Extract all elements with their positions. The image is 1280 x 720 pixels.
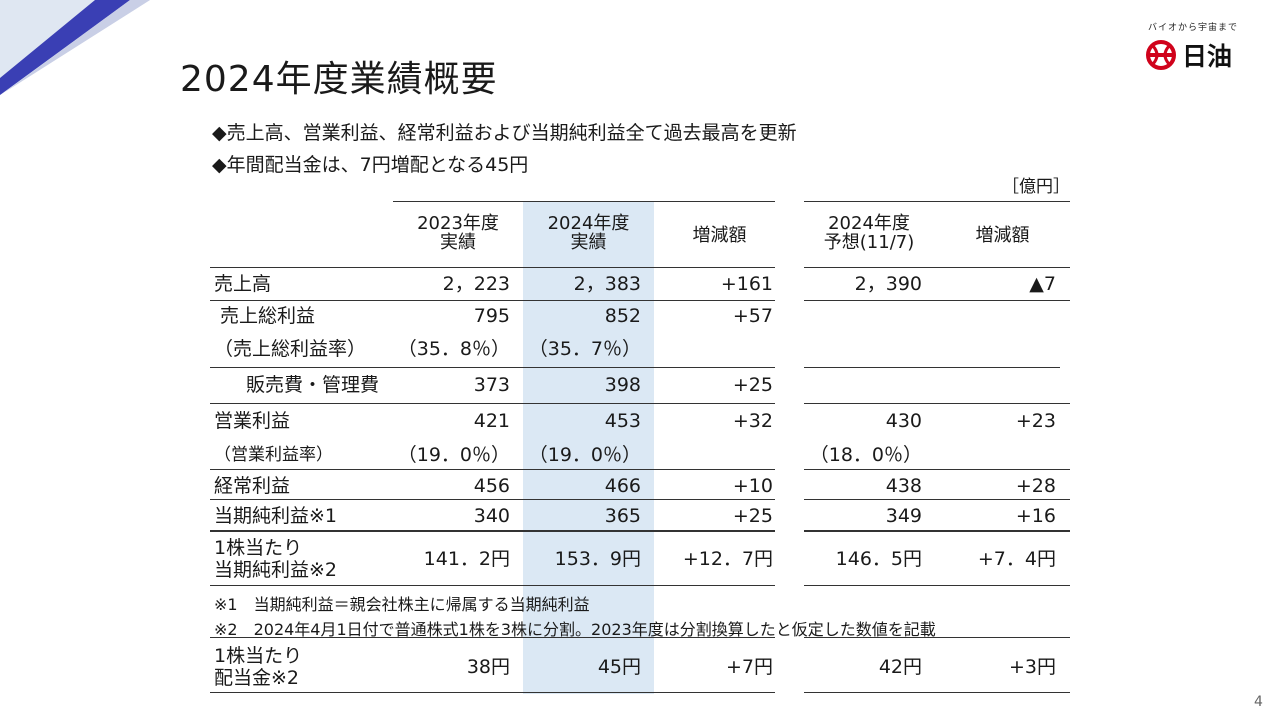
row-label: 営業利益 [214,410,291,432]
company-logo: バイオから宇宙まで 日油 [1144,20,1254,73]
header-forecast: 2024年度 予想(11/7) [823,213,915,253]
cell-forecast-diff: +7．4円 [977,548,1056,570]
row-rule-forecast [804,367,1060,368]
cell-diff: +10 [732,475,773,497]
cell-2023: 340 [473,505,510,527]
row-rule [210,403,775,404]
cell-forecast-diff: ▲7 [1029,273,1056,295]
table-top-rule-forecast [804,201,1070,202]
header-change: 増減額 [692,225,747,246]
row-rule [210,300,775,301]
page-title: 2024年度業績概要 [180,59,498,101]
row-rule-forecast [804,469,1070,470]
logo-name: 日油 [1182,42,1233,71]
bullet-dividend: ◆年間配当金は、7円増配となる45円 [212,154,529,176]
row-rule [210,469,775,470]
cell-diff: +25 [732,505,773,527]
cell-2023: 38円 [466,656,510,678]
row-label: 経常利益 [214,475,291,497]
row-rule-forecast [804,585,1070,586]
logo-tagline: バイオから宇宙まで [1148,23,1239,33]
cell-2023: 421 [473,410,510,432]
unit-label: ［億円］ [1002,177,1070,197]
cell-forecast-diff: +16 [1015,505,1056,527]
header-fy2024: 2024年度 実績 [547,213,630,253]
footnote-1: ※1 当期純利益＝親会社株主に帰属する当期純利益 [214,595,590,614]
cell-2023: 141．2円 [423,548,510,570]
cell-2024: 453 [604,410,641,432]
footnote-2: ※2 2024年4月1日付で普通株式1株を3株に分割。2023年度は分割換算した… [214,620,936,639]
cell-2023: 456 [473,475,510,497]
cell-diff: +25 [732,374,773,396]
cell-forecast-diff: +28 [1015,475,1056,497]
header-fy2023: 2023年度 実績 [417,213,499,253]
cell-2024: 398 [604,374,641,396]
cell-diff: +57 [732,305,773,327]
fy2024-column-highlight [523,202,654,694]
cell-forecast-diff: +3円 [1008,656,1056,678]
row-rule [210,499,775,500]
cell-2023: 795 [473,305,510,327]
cell-diff: +32 [732,410,773,432]
cell-forecast: 42円 [878,656,922,678]
cell-2024: （19．0％） [528,444,641,466]
row-label-dividend: 1株当たり 配当金※2 [214,645,303,689]
summary-bullets: ◆売上高、営業利益、経常利益および当期純利益全て過去最高を更新 ◆年間配当金は、… [212,117,797,181]
cell-forecast: （18．0％） [809,444,922,466]
cell-2024: 365 [604,505,641,527]
cell-2024: 2，383 [573,273,641,295]
cell-2023: 2，223 [442,273,510,295]
row-rule [210,367,775,368]
row-rule-forecast [804,300,1070,301]
header-forecast-change: 増減額 [975,225,1030,246]
cell-2024: 153．9円 [554,548,641,570]
cell-diff: +12．7円 [682,548,773,570]
row-rule-forecast [804,530,1070,532]
cell-forecast: 146．5円 [835,548,922,570]
bullet-record-profit: ◆売上高、営業利益、経常利益および当期純利益全て過去最高を更新 [212,122,797,144]
header-rule-forecast [804,267,1070,268]
row-label: 当期純利益※1 [214,505,338,527]
cell-forecast: 438 [885,475,922,497]
row-rule [210,530,775,532]
cell-2023: （19．0％） [397,444,510,466]
row-label: （売上総利益率） [214,338,367,360]
row-rule [210,637,775,638]
nof-logo-icon [1146,40,1176,70]
header-rule [210,267,775,268]
corner-decoration [0,0,150,95]
row-rule-forecast [804,403,1070,404]
cell-forecast: 2，390 [854,273,922,295]
row-rule [210,585,775,586]
table-bottom-rule-forecast [804,692,1070,693]
cell-diff: +161 [720,273,773,295]
cell-2024: 45円 [597,656,641,678]
row-label: （営業利益率） [214,445,333,465]
cell-forecast: 349 [885,505,922,527]
row-rule-forecast [804,499,1070,500]
row-label-eps: 1株当たり 当期純利益※2 [214,537,338,581]
cell-2024: （35．7％） [528,338,641,360]
row-label: 売上高 [214,273,272,295]
row-label: 売上総利益 [220,305,316,327]
cell-2024: 466 [604,475,641,497]
table-bottom-rule [210,692,775,693]
row-rule-forecast [804,637,1070,638]
row-label: 販売費・管理費 [246,374,380,396]
page-number: 4 [1254,694,1263,710]
cell-forecast: 430 [885,410,922,432]
table-top-rule [393,201,775,202]
cell-diff: +7円 [725,656,773,678]
cell-2023: 373 [473,374,510,396]
cell-2023: （35．8％） [397,338,510,360]
cell-forecast-diff: +23 [1015,410,1056,432]
cell-2024: 852 [604,305,641,327]
